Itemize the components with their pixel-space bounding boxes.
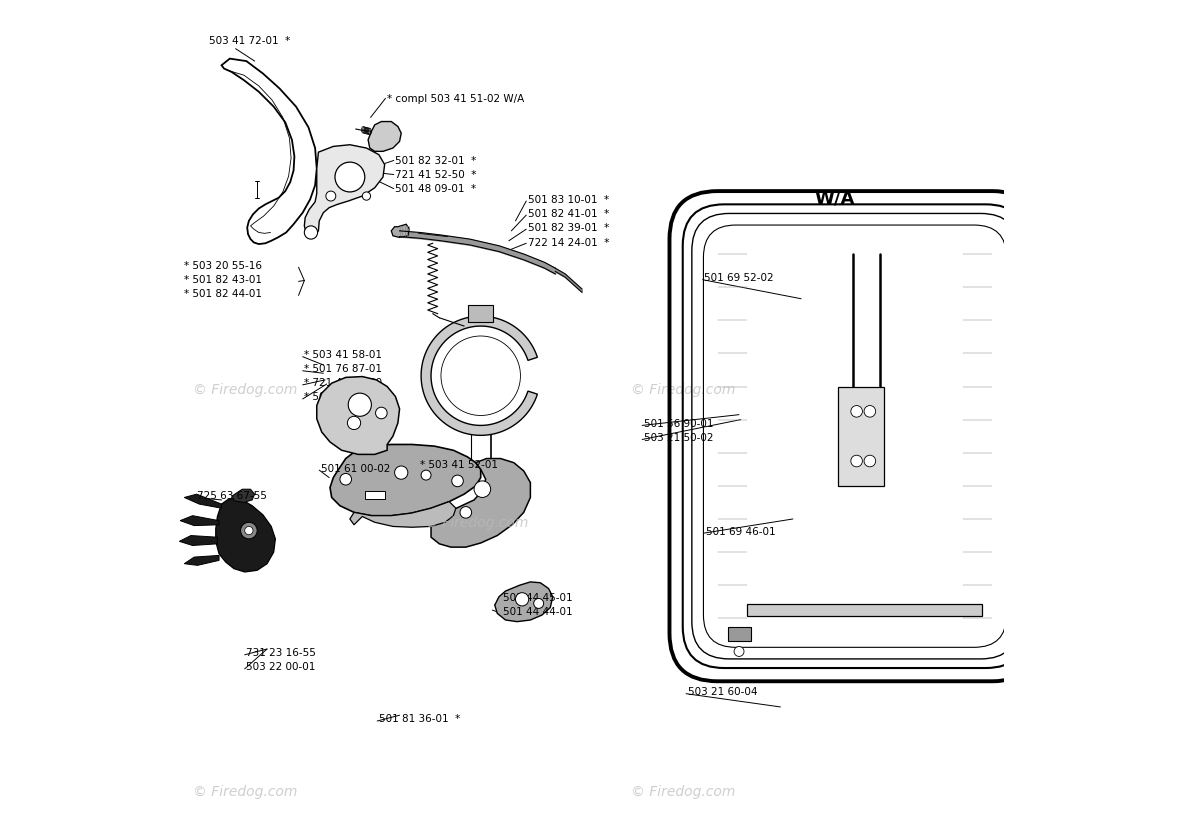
Polygon shape: [392, 225, 409, 238]
Circle shape: [460, 507, 472, 519]
Text: 501 44 45-01: 501 44 45-01: [503, 592, 572, 602]
Polygon shape: [431, 459, 530, 547]
Text: 722 14 24-01  *: 722 14 24-01 *: [527, 237, 609, 247]
Circle shape: [474, 481, 491, 498]
Circle shape: [851, 456, 863, 467]
Circle shape: [851, 406, 863, 418]
Text: 501 82 32-01  *: 501 82 32-01 *: [395, 155, 477, 165]
Text: * 721 42 52-50: * 721 42 52-50: [304, 378, 382, 388]
Polygon shape: [330, 445, 480, 516]
Polygon shape: [421, 317, 537, 436]
Polygon shape: [304, 146, 385, 237]
Circle shape: [362, 193, 371, 201]
Text: * 503 41 52-01: * 503 41 52-01: [420, 460, 498, 470]
Polygon shape: [494, 582, 552, 622]
Text: 503 41 72-01  *: 503 41 72-01 *: [209, 36, 290, 45]
Polygon shape: [365, 491, 385, 500]
Polygon shape: [222, 60, 316, 245]
Text: 501 82 39-01  *: 501 82 39-01 *: [527, 223, 609, 233]
Polygon shape: [330, 445, 480, 516]
Text: 501 44 44-01: 501 44 44-01: [503, 606, 572, 616]
Circle shape: [421, 471, 431, 480]
Polygon shape: [316, 377, 400, 455]
Text: 501 61 00-02: 501 61 00-02: [321, 463, 391, 473]
Text: 501 56 90-01: 501 56 90-01: [644, 418, 714, 428]
Polygon shape: [839, 387, 884, 486]
Polygon shape: [181, 516, 219, 526]
Text: * 501 82 43-01: * 501 82 43-01: [184, 275, 262, 284]
Polygon shape: [728, 627, 750, 641]
Circle shape: [533, 599, 544, 609]
Circle shape: [864, 456, 876, 467]
Text: 721 41 52-50  *: 721 41 52-50 *: [395, 170, 477, 179]
Circle shape: [326, 192, 336, 202]
Polygon shape: [184, 556, 219, 566]
Circle shape: [348, 394, 372, 417]
Circle shape: [375, 408, 387, 419]
Text: * compl 503 41 51-02 W/A: * compl 503 41 51-02 W/A: [387, 93, 524, 103]
Polygon shape: [368, 122, 401, 152]
Polygon shape: [431, 459, 530, 547]
Polygon shape: [350, 502, 455, 528]
Text: 501 83 10-01  *: 501 83 10-01 *: [527, 195, 609, 205]
Circle shape: [340, 474, 352, 485]
Polygon shape: [468, 306, 493, 323]
Text: © Firedog.com: © Firedog.com: [631, 383, 736, 397]
Text: 503 21 60-04: 503 21 60-04: [688, 686, 758, 696]
Text: * 503 41 56-01: * 503 41 56-01: [304, 392, 382, 402]
Text: 503 21 50-02: 503 21 50-02: [644, 433, 714, 442]
Polygon shape: [232, 490, 255, 503]
Polygon shape: [184, 495, 222, 509]
Text: W/A: W/A: [814, 189, 854, 208]
Text: © Firedog.com: © Firedog.com: [192, 784, 297, 798]
Polygon shape: [179, 536, 217, 546]
Text: 501 82 41-01  *: 501 82 41-01 *: [527, 209, 609, 219]
Text: 501 69 52-02: 501 69 52-02: [704, 273, 774, 283]
Circle shape: [304, 227, 317, 240]
Circle shape: [452, 476, 464, 487]
Text: * 501 82 44-01: * 501 82 44-01: [184, 289, 262, 299]
Polygon shape: [494, 582, 552, 622]
FancyBboxPatch shape: [667, 189, 1044, 685]
Text: © Firedog.com: © Firedog.com: [192, 383, 297, 397]
Text: 501 81 36-01  *: 501 81 36-01 *: [379, 714, 460, 724]
Text: 501 48 09-01  *: 501 48 09-01 *: [395, 184, 477, 194]
Text: * 503 20 55-16: * 503 20 55-16: [184, 261, 262, 270]
Circle shape: [516, 593, 529, 606]
Circle shape: [241, 523, 257, 539]
Text: 725 63 67-55: 725 63 67-55: [197, 490, 267, 500]
Text: * 501 76 87-01: * 501 76 87-01: [304, 364, 382, 374]
Polygon shape: [747, 605, 982, 616]
Text: © Firedog.com: © Firedog.com: [425, 515, 529, 529]
Circle shape: [335, 163, 365, 193]
Text: 503 22 00-01: 503 22 00-01: [247, 662, 316, 672]
Text: 501 69 46-01: 501 69 46-01: [706, 526, 775, 536]
Circle shape: [394, 466, 408, 480]
Polygon shape: [216, 498, 275, 572]
Circle shape: [864, 406, 876, 418]
Circle shape: [347, 417, 361, 430]
Text: * 503 41 58-01: * 503 41 58-01: [304, 350, 382, 360]
Circle shape: [734, 647, 745, 657]
Text: © Firedog.com: © Firedog.com: [631, 784, 736, 798]
Text: 731 23 16-55: 731 23 16-55: [247, 648, 316, 657]
Circle shape: [244, 527, 253, 535]
